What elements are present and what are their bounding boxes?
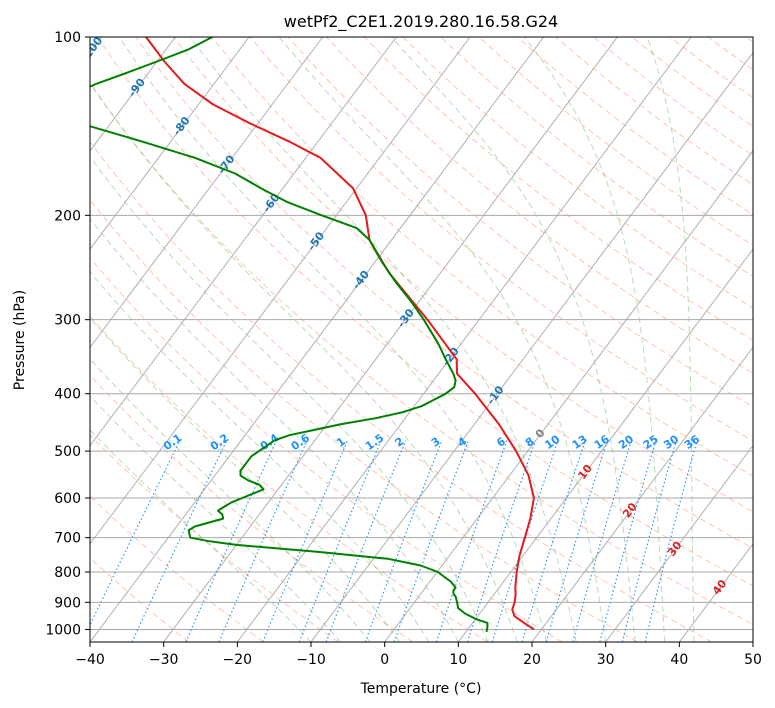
- mixing-ratio-line: [644, 440, 698, 642]
- dry-adiabat: [211, 37, 753, 477]
- y-tick-label: 200: [54, 208, 81, 224]
- mixing-ratio-line: [435, 440, 508, 642]
- chart-title: wetPf2_C2E1.2019.280.16.58.G24: [284, 12, 558, 32]
- isotherm-line: [384, 150, 753, 642]
- mixing-ratio-line: [218, 440, 308, 642]
- moist-adiabat: [646, 37, 695, 642]
- x-axis-ticks: −40 −30 −20 −10 0 10 20 30 40 50: [75, 642, 762, 668]
- dry-adiabat: [90, 198, 638, 642]
- mixing-ratio-line: [262, 440, 349, 642]
- plot-frame: [89, 36, 754, 643]
- x-tick-label: −30: [149, 652, 179, 668]
- temperature-line: [145, 37, 535, 631]
- y-axis-ticks: 100 200 300 400 500 600 700 800 900 1000: [45, 30, 90, 638]
- dry-adiabat: [90, 374, 414, 642]
- y-tick-label: 900: [54, 595, 81, 611]
- dry-adiabat: [96, 37, 753, 587]
- mixing-ratio-line: [572, 440, 632, 642]
- dry-adiabat: [173, 37, 753, 513]
- profile-series: [90, 37, 535, 633]
- moist-adiabat: [90, 81, 518, 642]
- dry-adiabat: [364, 37, 753, 341]
- x-axis-label: Temperature (°C): [360, 681, 482, 697]
- dry-adiabat: [90, 83, 753, 625]
- moist-adiabats: [90, 37, 695, 642]
- isobar-grid: [90, 37, 753, 630]
- mixing-ratio-line: [621, 440, 677, 642]
- isotherm-line: [310, 51, 753, 642]
- y-tick-label: 700: [54, 531, 81, 547]
- x-tick-label: 10: [449, 652, 467, 668]
- x-tick-label: 0: [380, 652, 389, 668]
- moist-adiabat: [90, 358, 371, 642]
- mixing-ratio-line: [185, 440, 277, 642]
- isotherm-line: [457, 248, 753, 642]
- isotherm-line: [90, 37, 250, 250]
- isotherm-line: [531, 346, 753, 642]
- dry-adiabat: [402, 37, 753, 309]
- mixing-ratio-line: [90, 440, 181, 627]
- moist-adiabat: [278, 37, 607, 642]
- mixing-ratio-line: [599, 440, 657, 642]
- dry-adiabat: [90, 257, 563, 642]
- moist-adiabat: [524, 37, 666, 642]
- x-tick-label: 50: [744, 652, 762, 668]
- moist-adiabat: [118, 37, 548, 642]
- x-tick-label: −10: [296, 652, 326, 668]
- moist-adiabat: [90, 155, 489, 642]
- moist-adiabat: [390, 37, 636, 642]
- y-tick-label: 1000: [45, 622, 81, 638]
- y-tick-label: 400: [54, 387, 81, 403]
- isotherm-line: [236, 37, 692, 642]
- isotherm-line: [90, 37, 324, 349]
- isotherm-line: [605, 444, 753, 642]
- moist-adiabat: [90, 317, 400, 642]
- y-tick-label: 500: [54, 444, 81, 460]
- x-tick-label: 40: [670, 652, 688, 668]
- dewpoint-line: [90, 37, 489, 633]
- x-tick-label: 20: [523, 652, 541, 668]
- dry-adiabat: [90, 140, 712, 642]
- isotherm-line: [90, 37, 176, 152]
- isotherm-line: [163, 37, 618, 642]
- moist-adiabat: [90, 429, 312, 642]
- mixing-ratio-line: [521, 440, 586, 642]
- y-tick-label: 100: [54, 30, 81, 46]
- isotherm-line: [90, 37, 397, 447]
- y-tick-label: 300: [54, 313, 81, 329]
- y-axis-label: Pressure (hPa): [12, 290, 28, 390]
- isotherm-line: [90, 37, 471, 545]
- moist-adiabat: [90, 271, 430, 642]
- y-tick-label: 600: [54, 491, 81, 507]
- moist-adiabat: [189, 37, 577, 642]
- dry-adiabat: [249, 37, 753, 442]
- isotherm-grid: [90, 37, 753, 642]
- mixing-ratio-line: [545, 440, 608, 642]
- isotherm-line: [90, 37, 545, 642]
- x-tick-label: 30: [597, 652, 615, 668]
- moist-adiabat: [90, 395, 341, 642]
- moist-adiabat: [90, 218, 459, 642]
- x-tick-label: −40: [75, 652, 105, 668]
- y-tick-label: 800: [54, 565, 81, 581]
- x-tick-label: −20: [223, 652, 253, 668]
- mixing-ratio-line: [393, 440, 469, 642]
